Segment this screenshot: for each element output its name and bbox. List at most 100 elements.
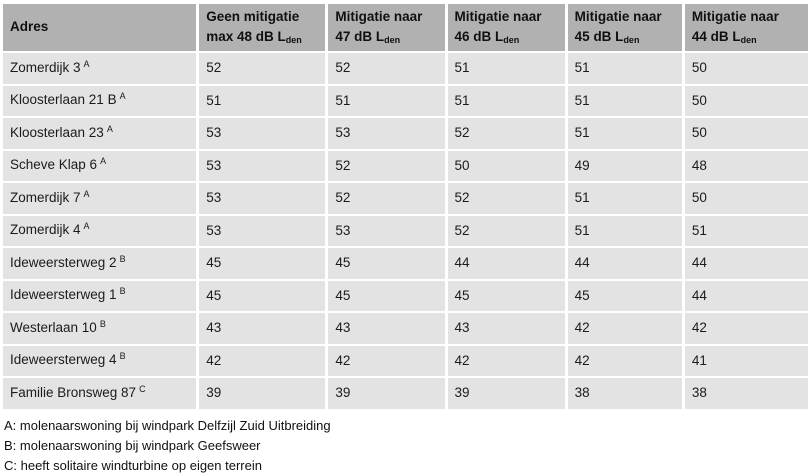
address-cell: Kloosterlaan 23 A: [3, 118, 197, 149]
column-header-sublabel: 45 dB Lden: [574, 28, 640, 45]
value-cell: 45: [199, 280, 326, 311]
footnotes: A: molenaarswoning bij windpark Delfzijl…: [4, 416, 811, 474]
footnote-marker: B: [119, 351, 126, 362]
footnote-b: B: molenaarswoning bij windpark Geefswee…: [4, 437, 261, 453]
value-cell: 49: [567, 150, 682, 181]
value-cell: 52: [447, 183, 565, 214]
value-cell: 43: [447, 313, 565, 344]
value-cell: 50: [684, 183, 808, 214]
value-cell: 52: [199, 53, 326, 84]
value-cell: 44: [567, 248, 682, 279]
value-cell: 51: [567, 118, 682, 149]
footnote-marker: A: [100, 156, 107, 167]
lden-subscript: den: [285, 34, 302, 45]
column-header-label: Mitigatie naar: [454, 8, 542, 24]
value-cell: 51: [567, 215, 682, 246]
value-cell: 43: [199, 313, 326, 344]
value-cell: 53: [328, 215, 445, 246]
lden-subscript: den: [503, 34, 520, 45]
value-cell: 45: [199, 248, 326, 279]
column-header-label: Mitigatie naar: [691, 8, 779, 24]
value-cell: 42: [567, 313, 682, 344]
footnote-marker: C: [139, 383, 146, 394]
footnote-c: C: heeft solitaire windturbine op eigen …: [4, 457, 262, 473]
value-cell: 42: [328, 345, 445, 376]
value-cell: 51: [567, 85, 682, 116]
value-cell: 52: [328, 53, 445, 84]
column-header-adres: Adres: [3, 4, 197, 51]
value-cell: 45: [567, 280, 682, 311]
value-cell: 51: [447, 53, 565, 84]
value-cell: 42: [199, 345, 326, 376]
value-cell: 53: [199, 150, 326, 181]
footnote-marker: A: [119, 91, 126, 102]
column-header-sublabel: 44 dB Lden: [691, 28, 757, 45]
footnote-marker: A: [83, 188, 90, 199]
value-cell: 52: [447, 215, 565, 246]
value-cell: 44: [684, 248, 808, 279]
column-header-geen-mitigatie-48: Geen mitigatie max 48 dB Lden: [199, 4, 326, 51]
noise-mitigation-table: Adres Geen mitigatie max 48 dB Lden Miti…: [0, 2, 811, 411]
footnote-marker: A: [83, 221, 90, 232]
table-row: Westerlaan 10 B 43 43 43 42 42: [3, 313, 808, 344]
value-cell: 52: [328, 183, 445, 214]
value-cell: 50: [684, 118, 808, 149]
value-cell: 44: [447, 248, 565, 279]
value-cell: 45: [447, 280, 565, 311]
value-cell: 42: [567, 345, 682, 376]
value-cell: 45: [328, 248, 445, 279]
value-cell: 52: [447, 118, 565, 149]
value-cell: 53: [199, 118, 326, 149]
column-header-mitigatie-47: Mitigatie naar 47 dB Lden: [328, 4, 445, 51]
value-cell: 50: [447, 150, 565, 181]
footnote-marker: A: [106, 123, 113, 134]
footnote-a: A: molenaarswoning bij windpark Delfzijl…: [4, 417, 331, 433]
table-row: Familie Bronsweg 87 C 39 39 39 38 38: [3, 378, 808, 409]
column-header-sublabel: max 48 dB Lden: [206, 28, 302, 45]
column-header-sublabel: 47 dB Lden: [335, 28, 401, 45]
footnote-marker: B: [119, 253, 126, 264]
value-cell: 39: [199, 378, 326, 409]
value-cell: 44: [684, 280, 808, 311]
value-cell: 53: [199, 215, 326, 246]
lden-subscript: den: [623, 34, 640, 45]
address-cell: Westerlaan 10 B: [3, 313, 197, 344]
column-header-mitigatie-45: Mitigatie naar 45 dB Lden: [567, 4, 682, 51]
column-header-mitigatie-46: Mitigatie naar 46 dB Lden: [447, 4, 565, 51]
value-cell: 52: [328, 150, 445, 181]
value-cell: 39: [447, 378, 565, 409]
value-cell: 51: [199, 85, 326, 116]
value-cell: 53: [328, 118, 445, 149]
value-cell: 39: [328, 378, 445, 409]
column-header-label: Mitigatie naar: [574, 8, 662, 24]
value-cell: 38: [684, 378, 808, 409]
value-cell: 50: [684, 53, 808, 84]
value-cell: 45: [328, 280, 445, 311]
address-cell: Familie Bronsweg 87 C: [3, 378, 197, 409]
value-cell: 51: [567, 183, 682, 214]
value-cell: 51: [567, 53, 682, 84]
column-header-mitigatie-44: Mitigatie naar 44 dB Lden: [684, 4, 808, 51]
column-header-label: Geen mitigatie: [206, 8, 300, 24]
value-cell: 53: [199, 183, 326, 214]
value-cell: 41: [684, 345, 808, 376]
value-cell: 50: [684, 85, 808, 116]
value-cell: 43: [328, 313, 445, 344]
value-cell: 51: [328, 85, 445, 116]
footnote-marker: B: [119, 286, 126, 297]
value-cell: 42: [447, 345, 565, 376]
